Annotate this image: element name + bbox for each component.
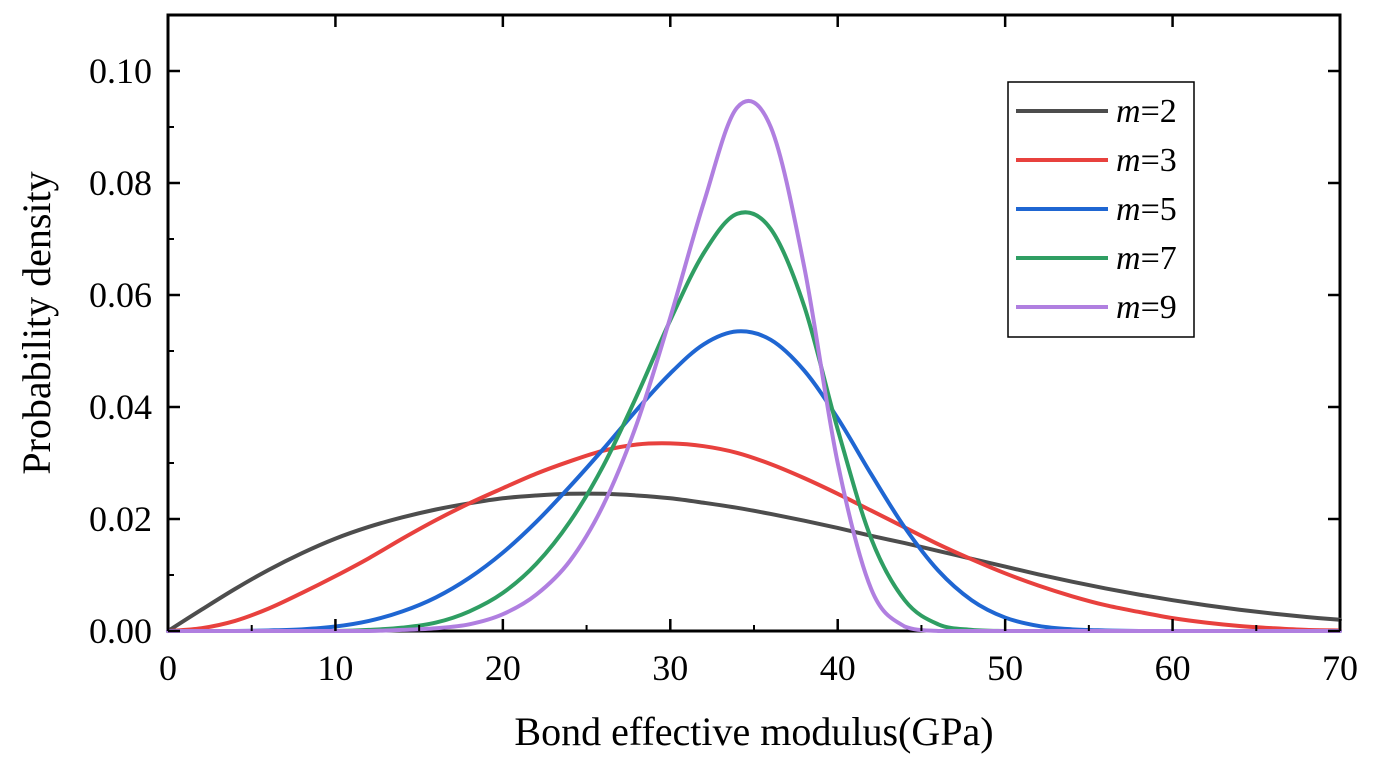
series-line-m-2 [166, 491, 1342, 633]
legend: m=2 m=3 m=5 m=7 m=9 [1007, 81, 1195, 338]
legend-label: m=2 [1116, 93, 1177, 130]
y-axis: 0.00 0.02 0.04 0.06 0.08 0.10 [89, 51, 1340, 651]
legend-label: m=7 [1116, 240, 1177, 277]
x-tick-label: 50 [987, 648, 1023, 688]
y-tick-label: 0.06 [89, 275, 152, 315]
y-tick-label: 0.10 [89, 51, 152, 91]
x-tick-label: 0 [159, 648, 177, 688]
x-tick-label: 30 [652, 648, 688, 688]
legend-label: m=5 [1116, 191, 1177, 228]
x-tick-label: 60 [1155, 648, 1191, 688]
x-tick-label: 70 [1322, 648, 1358, 688]
legend-label: m=9 [1116, 289, 1177, 326]
legend-label: m=3 [1116, 142, 1177, 179]
y-tick-label: 0.02 [89, 499, 152, 539]
x-axis-title: Bond effective modulus(GPa) [514, 709, 993, 754]
y-tick-label: 0.04 [89, 387, 152, 427]
x-tick-label: 10 [317, 648, 353, 688]
series-line-m-5 [166, 329, 1342, 634]
y-tick-label: 0.08 [89, 163, 152, 203]
series-line-m-9 [166, 99, 1342, 634]
series-layer [166, 99, 1342, 634]
x-tick-label: 20 [485, 648, 521, 688]
y-tick-label: 0.00 [89, 611, 152, 651]
x-tick-label: 40 [820, 648, 856, 688]
y-axis-title: Probability density [14, 171, 59, 474]
x-axis: 0 10 20 30 40 50 60 70 [159, 15, 1358, 688]
series-line-m-3 [166, 441, 1342, 633]
